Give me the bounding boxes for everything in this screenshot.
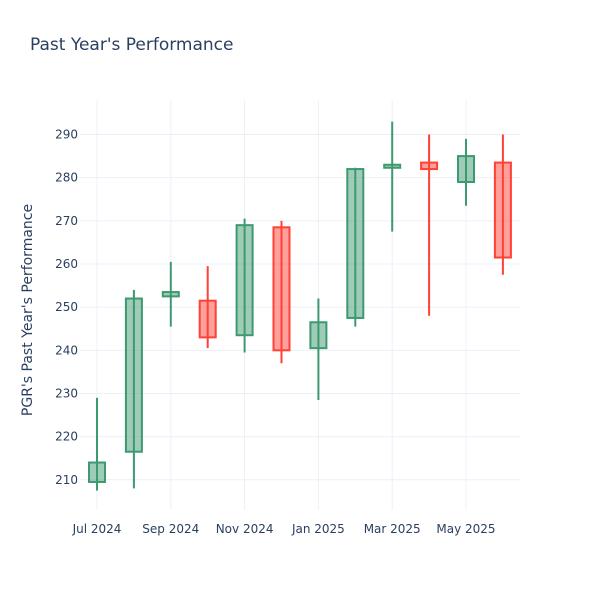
candle-body bbox=[272, 226, 291, 352]
y-tick-label: 260 bbox=[55, 257, 78, 271]
x-tick-label: Sep 2024 bbox=[142, 522, 199, 536]
y-tick-label: 240 bbox=[55, 343, 78, 357]
y-tick-label: 280 bbox=[55, 171, 78, 185]
candle-body bbox=[309, 321, 328, 350]
candle-body bbox=[198, 299, 217, 339]
candle-body bbox=[124, 297, 143, 453]
x-tick-labels: Jul 2024 Sep 2024 Nov 2024 Jan 2025 Mar 2025… bbox=[72, 522, 496, 536]
y-axis-title: PGR's Past Year's Performance bbox=[20, 204, 36, 416]
candle-body bbox=[235, 224, 254, 337]
x-tick-label: Jan 2025 bbox=[291, 522, 345, 536]
x-tick-label: Mar 2025 bbox=[364, 522, 421, 536]
x-tick-label: Jul 2024 bbox=[72, 522, 122, 536]
candle bbox=[88, 397, 106, 491]
candle-body bbox=[161, 291, 180, 298]
y-tick-label: 250 bbox=[55, 300, 78, 314]
x-tick-label: May 2025 bbox=[436, 522, 495, 536]
candle bbox=[383, 121, 402, 232]
y-tick-label: 230 bbox=[55, 386, 78, 400]
candle bbox=[493, 134, 512, 275]
candle bbox=[235, 218, 254, 353]
candle bbox=[161, 261, 180, 327]
chart-title: Past Year's Performance bbox=[30, 35, 234, 55]
y-tick-label: 220 bbox=[55, 430, 78, 444]
candle-body bbox=[457, 155, 475, 184]
grid-layer bbox=[80, 100, 520, 510]
candle-body bbox=[383, 163, 402, 169]
x-tick-label: Nov 2024 bbox=[216, 522, 274, 536]
candle bbox=[420, 134, 439, 316]
candle-body bbox=[420, 161, 439, 171]
candle bbox=[457, 138, 475, 206]
y-tick-label: 210 bbox=[55, 473, 78, 487]
candle bbox=[198, 266, 217, 349]
candle bbox=[309, 298, 328, 400]
candle-layer bbox=[88, 121, 512, 491]
y-tick-label: 290 bbox=[55, 128, 78, 142]
candle-body bbox=[493, 161, 512, 259]
candle bbox=[272, 220, 291, 364]
y-tick-label: 270 bbox=[55, 214, 78, 228]
candle-body bbox=[346, 168, 365, 319]
candle-body bbox=[88, 461, 106, 483]
candle bbox=[346, 167, 365, 327]
y-tick-labels: 210 220 230 240 250 260 270 280 290 bbox=[55, 128, 78, 487]
candle bbox=[124, 289, 143, 489]
